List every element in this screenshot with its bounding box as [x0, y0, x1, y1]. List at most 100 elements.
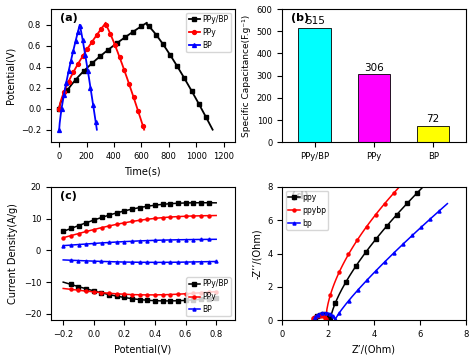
- Line: bp: bp: [313, 202, 449, 322]
- ppy: [363, 249, 369, 254]
- Y-axis label: Current Density(A/g): Current Density(A/g): [8, 203, 18, 304]
- Text: 306: 306: [364, 63, 384, 73]
- Line: PPy: PPy: [62, 214, 218, 239]
- ppybp: [318, 314, 323, 318]
- Text: (b): (b): [292, 13, 310, 23]
- PPy: [56, 107, 62, 111]
- BP: [77, 23, 82, 27]
- BP: [56, 127, 62, 132]
- PPy/BP: [100, 215, 105, 219]
- Y-axis label: -Z’’/(Ohm): -Z’’/(Ohm): [252, 228, 262, 279]
- bp: [437, 208, 442, 213]
- Text: 515: 515: [305, 16, 325, 26]
- ppy: [368, 243, 374, 247]
- PPy: [59, 96, 64, 101]
- ppybp: [377, 207, 383, 211]
- Bar: [417, 126, 449, 142]
- PPy: [103, 21, 109, 25]
- BP: [87, 242, 93, 246]
- bp: [365, 277, 371, 281]
- Line: ppy: ppy: [313, 186, 424, 322]
- Legend: PPy/BP, PPy, BP: PPy/BP, PPy, BP: [186, 277, 231, 316]
- Legend: PPy/BP, PPy, BP: PPy/BP, PPy, BP: [186, 13, 231, 52]
- Line: BP: BP: [62, 238, 218, 247]
- PPy: [138, 119, 144, 123]
- PPy: [131, 96, 137, 100]
- BP: [163, 238, 168, 242]
- PPy: [66, 79, 72, 83]
- BP: [63, 83, 69, 87]
- PPy/BP: [210, 127, 216, 132]
- PPy/BP: [199, 201, 204, 205]
- ppybp: [310, 318, 316, 322]
- PPy: [60, 235, 66, 240]
- ppy: [312, 315, 318, 320]
- BP: [58, 109, 64, 113]
- Bar: [358, 74, 390, 142]
- Text: 72: 72: [427, 114, 440, 125]
- X-axis label: Z’/(Ohm): Z’/(Ohm): [352, 345, 396, 355]
- PPy/BP: [56, 107, 62, 111]
- bp: [382, 260, 388, 264]
- PPy: [141, 127, 147, 132]
- PPy: [213, 213, 219, 218]
- BP: [213, 237, 219, 242]
- PPy: [151, 216, 156, 221]
- BP: [129, 239, 135, 243]
- ppy: [410, 194, 416, 199]
- ppy: [419, 185, 425, 190]
- Text: (d): (d): [292, 191, 310, 201]
- BP: [60, 99, 66, 103]
- Line: PPy/BP: PPy/BP: [62, 201, 218, 233]
- PPy: [110, 37, 116, 42]
- PPy: [163, 215, 168, 220]
- PPy/BP: [151, 203, 156, 208]
- bp: [445, 202, 450, 206]
- bp: [332, 318, 338, 322]
- Bar: [299, 28, 331, 142]
- PPy: [63, 85, 69, 89]
- PPy: [175, 215, 181, 219]
- Y-axis label: Specific Capacitance(F.g⁻¹): Specific Capacitance(F.g⁻¹): [242, 14, 251, 137]
- PPy: [129, 219, 135, 224]
- ppybp: [388, 195, 393, 199]
- Line: PPy/BP: PPy/BP: [57, 21, 215, 132]
- X-axis label: Potential(V): Potential(V): [114, 345, 172, 355]
- PPy/BP: [57, 101, 63, 105]
- BP: [74, 33, 80, 37]
- BP: [175, 238, 181, 242]
- Line: ppybp: ppybp: [311, 186, 400, 322]
- PPy/BP: [70, 81, 75, 85]
- PPy/BP: [129, 207, 135, 211]
- ppy: [358, 257, 364, 261]
- PPy/BP: [189, 88, 194, 93]
- BP: [94, 126, 100, 130]
- Y-axis label: Potential(V): Potential(V): [6, 47, 16, 104]
- BP: [100, 241, 105, 245]
- bp: [311, 318, 317, 322]
- BP: [151, 238, 156, 243]
- BP: [94, 127, 100, 132]
- ppy: [328, 318, 333, 322]
- PPy: [100, 225, 105, 230]
- Legend: ppy, ppybp, bp: ppy, ppybp, bp: [286, 191, 328, 230]
- PPy: [87, 228, 93, 233]
- PPy/BP: [160, 42, 166, 46]
- ppybp: [316, 313, 322, 318]
- Text: (c): (c): [60, 191, 77, 201]
- ppy: [414, 190, 420, 195]
- Line: BP: BP: [57, 23, 99, 132]
- PPy/BP: [168, 54, 173, 58]
- ppybp: [323, 318, 328, 322]
- ppybp: [343, 256, 349, 261]
- PPy/BP: [175, 201, 181, 205]
- Text: (a): (a): [60, 13, 78, 23]
- bp: [329, 313, 335, 317]
- PPy/BP: [144, 21, 150, 25]
- PPy/BP: [213, 201, 219, 205]
- bp: [323, 311, 329, 315]
- X-axis label: Time(s): Time(s): [125, 167, 161, 176]
- PPy/BP: [192, 94, 198, 99]
- ppybp: [395, 186, 401, 190]
- BP: [60, 243, 66, 248]
